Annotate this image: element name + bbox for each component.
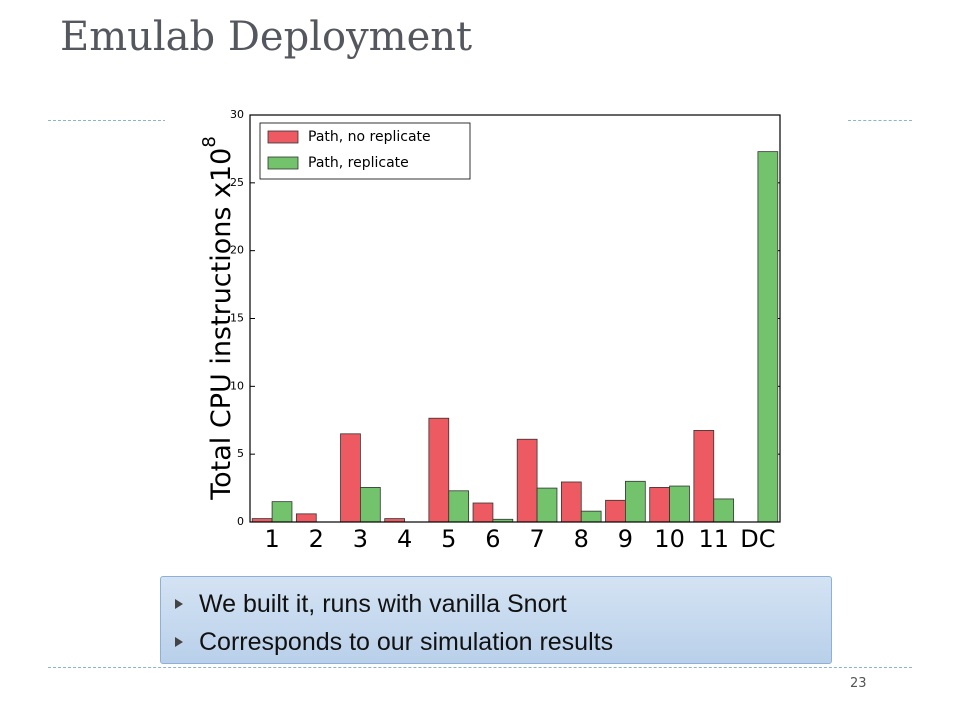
x-tick-label: 4: [397, 525, 412, 553]
legend-label: Path, no replicate: [308, 129, 431, 145]
bar: [625, 480, 646, 523]
bullet-box: We built it, runs with vanilla Snort Cor…: [160, 576, 832, 664]
legend-label: Path, replicate: [308, 155, 409, 171]
x-tick-label: 2: [309, 525, 324, 553]
bar: [340, 433, 361, 523]
divider: [848, 120, 912, 121]
y-tick-label: 30: [230, 108, 244, 121]
bar: [713, 498, 735, 523]
bar: [295, 513, 317, 523]
x-tick-label: 8: [574, 525, 589, 553]
divider: [48, 120, 166, 121]
bar: [560, 481, 582, 523]
bar: [428, 417, 450, 523]
x-tick-label: DC: [740, 525, 775, 553]
bar: [693, 430, 715, 523]
y-axis-label-text: Total CPU instructions x10: [206, 148, 237, 501]
x-tick-label: 7: [529, 525, 544, 553]
bar: [271, 501, 293, 523]
bar: [448, 490, 470, 523]
bar: [605, 499, 626, 523]
bar: [536, 487, 558, 523]
x-tick-label: 1: [264, 525, 279, 553]
slide-title: Emulab Deployment: [60, 14, 473, 60]
bar: [516, 438, 538, 523]
bullet: Corresponds to our simulation results: [161, 623, 831, 661]
bar: [360, 487, 381, 523]
bar: [472, 502, 494, 523]
divider: [48, 667, 912, 668]
bar: [649, 487, 670, 523]
bar: [757, 151, 779, 523]
y-axis-label: Total CPU instructions x108: [199, 136, 237, 501]
legend-swatch: [267, 156, 299, 170]
y-tick-label: 10: [230, 379, 244, 392]
y-axis-label-exponent: 8: [199, 136, 220, 147]
y-tick-label: 15: [230, 312, 244, 325]
x-tick-label: 10: [654, 525, 685, 553]
x-tick-label: 6: [485, 525, 500, 553]
bar: [580, 510, 602, 523]
legend-swatch: [267, 130, 299, 144]
y-tick-label: 0: [237, 515, 244, 528]
plot-frame: [249, 114, 781, 523]
page-number: 23: [850, 676, 867, 691]
x-tick-label: 5: [441, 525, 456, 553]
x-tick-label: 3: [353, 525, 368, 553]
x-tick-label: 11: [698, 525, 729, 553]
bullet: We built it, runs with vanilla Snort: [161, 585, 831, 623]
y-tick-label: 20: [230, 244, 244, 257]
y-tick-label: 25: [230, 176, 244, 189]
y-tick-label: 5: [237, 447, 244, 460]
bar: [669, 485, 690, 523]
x-tick-label: 9: [618, 525, 633, 553]
